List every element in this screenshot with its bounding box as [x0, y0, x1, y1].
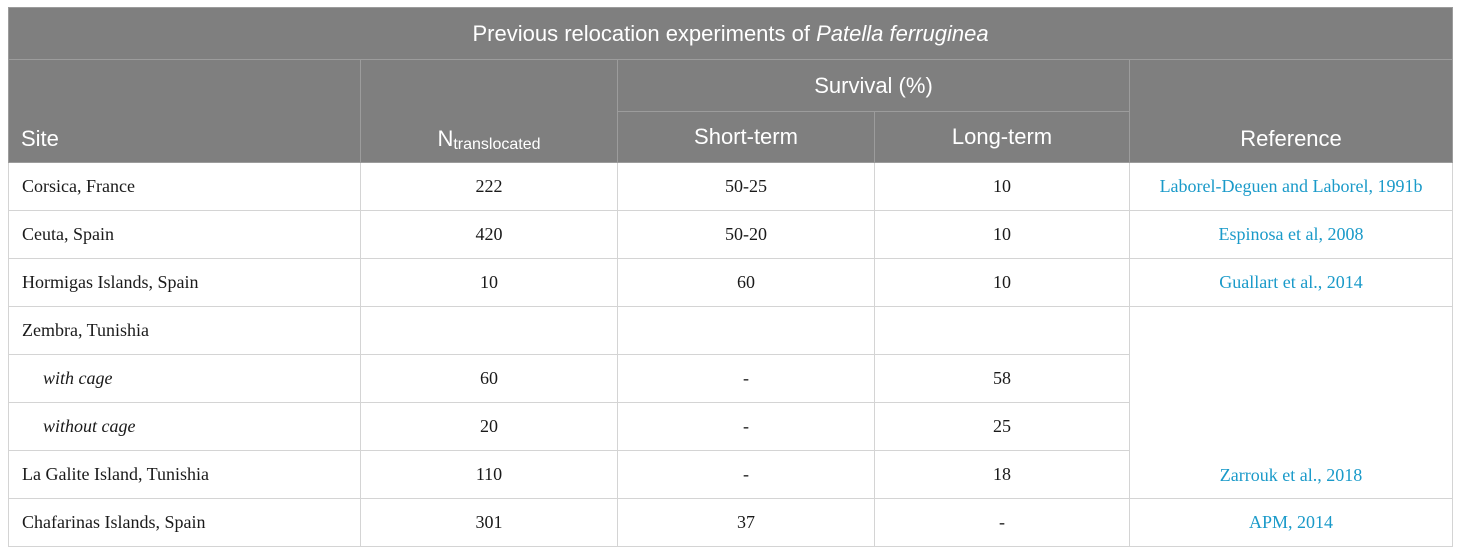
cell-short-term: -: [617, 354, 875, 403]
cell-n: 20: [360, 402, 618, 451]
cell-site-sub: without cage: [8, 402, 361, 451]
cell-site: Chafarinas Islands, Spain: [8, 498, 361, 547]
cell-n: [360, 306, 618, 355]
cell-site: Corsica, France: [8, 162, 361, 211]
cell-site: Zembra, Tunishia: [8, 306, 361, 355]
header-short-term: Short-term: [617, 111, 875, 163]
cell-site: Ceuta, Spain: [8, 210, 361, 259]
relocation-table-container: Previous relocation experiments of Patel…: [7, 7, 1454, 547]
cell-n: 110: [360, 450, 618, 499]
cell-n: 10: [360, 258, 618, 307]
cell-long-term: 18: [874, 450, 1130, 499]
table-row: Zembra, Tunishia Zarrouk et al., 2018: [8, 306, 1454, 499]
table-row: Corsica, France 222 50-25 10 Laborel-Deg…: [8, 162, 1454, 211]
cell-short-term: [617, 306, 875, 355]
cell-long-term: 10: [874, 258, 1130, 307]
cell-site: La Galite Island, Tunishia: [8, 450, 361, 499]
header-reference: Reference: [1128, 59, 1454, 163]
cell-site-sub: with cage: [8, 354, 361, 403]
reference-link[interactable]: Laborel-Deguen and Laborel, 1991b: [1128, 162, 1454, 211]
cell-n: 301: [360, 498, 618, 547]
header-n-main: N: [437, 126, 454, 151]
header-site: Site: [8, 59, 361, 163]
relocation-table: Previous relocation experiments of Patel…: [7, 7, 1454, 547]
table-row: Hormigas Islands, Spain 10 60 10 Guallar…: [8, 258, 1454, 307]
table-title: Previous relocation experiments of Patel…: [7, 7, 1454, 60]
table-title-species: Patella ferruginea: [816, 20, 989, 46]
header-long-term: Long-term: [874, 111, 1130, 163]
table-row: La Galite Island, Tunishia 110 - 18: [8, 450, 1453, 499]
cell-long-term: 10: [874, 162, 1130, 211]
header-n-sub: translocated: [453, 136, 541, 153]
cell-short-term: -: [617, 402, 875, 451]
cell-short-term: -: [617, 450, 875, 499]
cell-short-term: 50-25: [617, 162, 875, 211]
header-survival: Survival (%): [617, 59, 1130, 112]
table-row: Chafarinas Islands, Spain 301 37 - APM, …: [8, 498, 1454, 547]
cell-n: 420: [360, 210, 618, 259]
reference-link[interactable]: Guallart et al., 2014: [1128, 258, 1454, 307]
cell-short-term: 50-20: [617, 210, 875, 259]
reference-link-merged[interactable]: Zarrouk et al., 2018: [1128, 306, 1454, 499]
cell-n: 60: [360, 354, 618, 403]
table-row: Ceuta, Spain 420 50-20 10 Espinosa et al…: [8, 210, 1454, 259]
table-title-prefix: Previous relocation experiments of: [472, 20, 817, 46]
cell-long-term: -: [874, 498, 1130, 547]
cell-long-term: 58: [874, 354, 1130, 403]
cell-long-term: [874, 306, 1130, 355]
cell-long-term: 10: [874, 210, 1130, 259]
table-row: without cage 20 - 25: [8, 402, 1453, 451]
reference-link[interactable]: APM, 2014: [1128, 498, 1454, 547]
cell-n: 222: [360, 162, 618, 211]
reference-link[interactable]: Espinosa et al, 2008: [1128, 210, 1454, 259]
cell-short-term: 37: [617, 498, 875, 547]
cell-long-term: 25: [874, 402, 1130, 451]
cell-site: Hormigas Islands, Spain: [8, 258, 361, 307]
header-n-translocated: Ntranslocated: [360, 59, 618, 163]
cell-short-term: 60: [617, 258, 875, 307]
